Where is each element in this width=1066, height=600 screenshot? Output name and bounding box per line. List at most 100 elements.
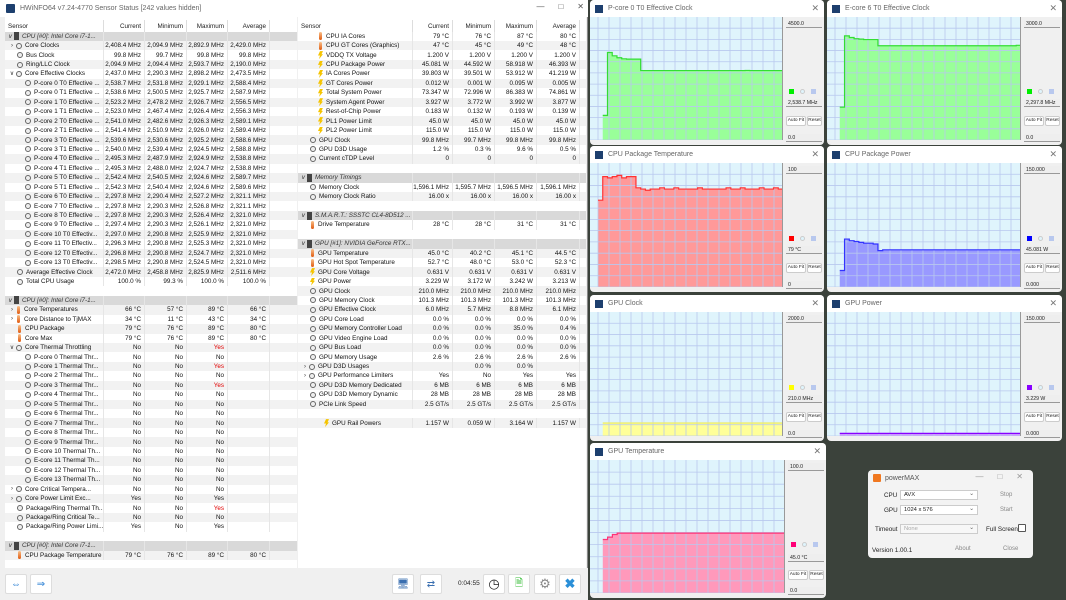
close-icon[interactable]: ✕ [813,446,821,456]
table-row[interactable]: Current cTDP Level 0 0 0 0 [298,154,586,164]
table-row[interactable]: E-core 9 T0 Effective ... 2,297.4 MHz 2,29… [5,220,297,230]
col-current[interactable]: Current [413,20,453,32]
table-row[interactable]: P-core 3 T0 Effective ... 2,539.6 MHz 2,53… [5,135,297,145]
graph-min-value[interactable]: 0 [786,281,822,289]
auto-fit-button[interactable]: Auto Fit [788,570,808,580]
table-row[interactable]: PL1 Power Limit 45.0 W 45.0 W 45.0 W 45.0 W [298,116,586,126]
graph-max-value[interactable]: 100 [786,166,822,174]
table-row[interactable]: Core Max 79 °C 76 °C 89 °C 80 °C [5,333,297,343]
table-row[interactable]: GPU Clock 99.8 MHz 99.7 MHz 99.8 MHz 99.8 MH… [298,135,586,145]
sensor-group-header[interactable]: ∨ S.M.A.R.T.: SSSTC CL4-8D512 ... [298,210,586,221]
chevron-down-icon[interactable]: ∨ [7,33,13,40]
table-row[interactable]: E-core 7 Thermal Thr... No No No [5,418,297,428]
table-row[interactable]: P-core 1 T1 Effective ... 2,523.0 MHz 2,46… [5,107,297,117]
table-row[interactable]: P-core 3 Thermal Thr... No No Yes [5,380,297,391]
table-row[interactable]: CPU IA Cores 79 °C 76 °C 87 °C 80 °C [298,31,586,41]
table-row[interactable]: CPU Package Power 45.081 W 44.592 W 58.918 … [298,59,586,70]
table-row[interactable]: CPU GT Cores (Graphics) 47 °C 45 °C 49 °C 48… [298,40,586,51]
table-row[interactable]: P-core 4 Thermal Thr... No No No [5,390,297,400]
graph-max-value[interactable]: 150.000 [1024,166,1060,174]
table-row[interactable]: E-core 13 Thermal Th... No No No [5,475,297,485]
table-row[interactable]: P-core 0 Thermal Thr... No No No [5,352,297,362]
sensor-group-header[interactable]: ∨ GPU [#1]: NVIDIA GeForce RTX... [298,239,586,249]
graph-min-value[interactable]: 0.0 [786,134,822,142]
chevron-down-icon[interactable]: ∨ [9,345,15,352]
table-row[interactable]: GPU Bus Load 0.0 % 0.0 % 0.0 % 0.0 % [298,342,586,353]
start-button[interactable]: Start [1000,507,1013,513]
table-row[interactable]: GPU D3D Usage 1.2 % 0.3 % 9.6 % 0.5 % [298,144,586,155]
table-row[interactable]: E-core 9 Thermal Thr... No No No [5,437,297,447]
table-row[interactable]: E-core 13 T0 Effectiv... 2,298.5 MHz 2,290… [5,258,297,268]
grid-color-swatch[interactable] [1049,236,1054,241]
auto-fit-button[interactable]: Auto Fit [1024,263,1044,273]
table-row[interactable]: E-core 6 T0 Effective ... 2,297.8 MHz 2,29… [5,191,297,202]
table-row[interactable]: › Core Distance to TjMAX 34 °C 11 °C 43 °C 34… [5,314,297,325]
table-row[interactable]: P-core 1 Thermal Thr... No No Yes [5,361,297,372]
minimize-button[interactable]: — [975,472,984,481]
chevron-right-icon[interactable]: › [11,486,13,493]
table-row[interactable]: PL2 Power Limit 115.0 W 115.0 W 115.0 W 115.… [298,125,586,136]
table-row[interactable]: Drive Temperature 28 °C 28 °C 31 °C 31 °C [298,220,586,230]
reset-button[interactable]: Reset [1045,263,1060,273]
table-row[interactable]: › Core Clocks 2,408.4 MHz 2,094.9 MHz 2,892.… [5,40,297,51]
add-report-icon[interactable]: 🗎 [508,574,530,594]
table-row[interactable]: GPU D3D Memory Dynamic 28 MB 28 MB 28 MB 28 … [298,390,586,400]
table-row[interactable]: GPU D3D Memory Dedicated 6 MB 6 MB 6 MB 6 MB [298,380,586,391]
grid-color-swatch[interactable] [1049,89,1054,94]
table-row[interactable]: P-core 1 T0 Effective ... 2,523.2 MHz 2,47… [5,97,297,107]
line-color-swatch[interactable] [789,236,794,241]
clock-icon[interactable]: ◷ [483,574,505,594]
timeout-select[interactable]: None ⌄ [900,524,978,534]
auto-fit-button[interactable]: Auto Fit [786,263,806,273]
col-current[interactable]: Current [104,20,145,32]
table-row[interactable]: GPU Memory Usage 2.6 % 2.6 % 2.6 % 2.6 % [298,352,586,362]
table-row[interactable]: GPU Memory Controller Load 0.0 % 0.0 % 35.0… [298,324,586,334]
chevron-right-icon[interactable]: › [304,363,306,370]
table-row[interactable]: GPU Effective Clock 6.0 MHz 5.7 MHz 8.8 MHz… [298,305,586,315]
sensor-group-header[interactable]: ∨ Memory Timings [298,173,586,183]
table-row[interactable]: E-core 10 Thermal Th... No No No [5,446,297,457]
table-row[interactable]: P-core 2 T1 Effective ... 2,541.4 MHz 2,51… [5,125,297,136]
table-row[interactable]: ∨ Core Thermal Throttling No No Yes [5,342,297,353]
table-row[interactable]: P-core 2 T0 Effective ... 2,541.0 MHz 2,48… [5,116,297,126]
table-row[interactable]: GPU Power 3.229 W 3.172 W 3.242 W 3.213 W [298,276,586,287]
chevron-down-icon[interactable]: ∨ [300,241,306,248]
graph-max-value[interactable]: 3000.0 [1024,20,1060,28]
chevron-right-icon[interactable]: › [11,316,13,323]
line-color-swatch[interactable] [1027,236,1032,241]
sensor-group-header[interactable]: ∨ CPU [#0]: Intel Core i7-1... [5,295,297,306]
close-icon[interactable]: ✕ [811,298,819,308]
line-color-swatch[interactable] [1027,89,1032,94]
reset-button[interactable]: Reset [807,116,822,126]
table-row[interactable]: P-core 0 T0 Effective ... 2,538.7 MHz 2,53… [5,78,297,89]
col-minimum[interactable]: Minimum [145,20,187,32]
col-sensor[interactable]: Sensor [298,20,413,32]
graph-window-e-core-6-t0-effective-clock[interactable]: E-core 6 T0 Effective Clock ✕ 3000.0 2,29… [827,0,1062,145]
table-row[interactable]: Bus Clock 99.8 MHz 99.7 MHz 99.8 MHz 99.8 MH… [5,50,297,60]
close-x-icon[interactable]: ✖ [559,574,581,594]
table-row[interactable]: Package/Ring Power Limi... Yes No Yes [5,522,297,532]
background-color-swatch[interactable] [800,385,805,390]
table-row[interactable]: P-core 0 T1 Effective ... 2,538.6 MHz 2,50… [5,88,297,98]
line-color-swatch[interactable] [791,542,796,547]
graph-max-value[interactable]: 4500.0 [786,20,822,28]
graph-window-cpu-package-power[interactable]: CPU Package Power ✕ 150.000 45.081 W Auto… [827,146,1062,292]
graph-window-gpu-clock[interactable]: GPU Clock ✕ 2000.0 210.0 MHz Auto Fit Res… [590,295,824,441]
table-row[interactable]: Total System Power 73.347 W 72.996 W 86.383… [298,88,586,98]
chevron-down-icon[interactable]: ∨ [300,213,306,220]
table-row[interactable]: P-core 5 T0 Effective ... 2,542.4 MHz 2,54… [5,173,297,183]
background-color-swatch[interactable] [1038,236,1043,241]
table-row[interactable]: › Core Critical Tempera... No No No [5,484,297,494]
chevron-right-icon[interactable]: › [11,495,13,502]
table-row[interactable]: Memory Clock 1,596.1 MHz 1,595.7 MHz 1,596.… [298,182,586,192]
cpu-select[interactable]: AVX ⌄ [900,490,978,500]
background-color-swatch[interactable] [800,236,805,241]
table-row[interactable]: E-core 12 Thermal Th... No No No [5,465,297,476]
table-row[interactable]: E-core 7 T0 Effective ... 2,297.8 MHz 2,29… [5,201,297,211]
auto-fit-button[interactable]: Auto Fit [1024,116,1044,126]
col-maximum[interactable]: Maximum [187,20,228,32]
table-row[interactable]: E-core 6 Thermal Thr... No No No [5,409,297,419]
table-row[interactable]: GPU Core Load 0.0 % 0.0 % 0.0 % 0.0 % [298,314,586,325]
grid-color-swatch[interactable] [811,385,816,390]
network-monitor-icon[interactable]: 🖥 [392,574,414,594]
